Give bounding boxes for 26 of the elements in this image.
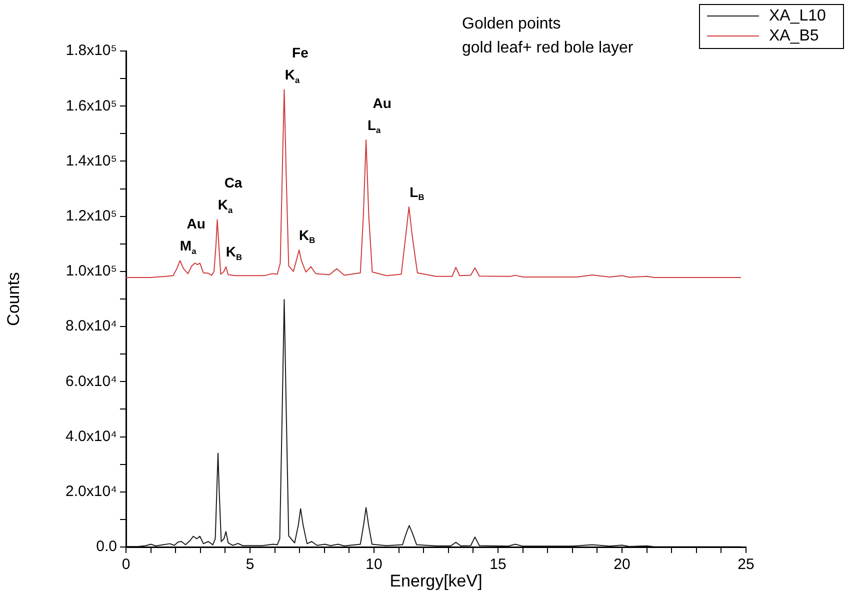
y-tick-label: 1.6x10⁵	[66, 97, 117, 114]
y-tick-label: 0.0	[96, 538, 117, 556]
y-tick-label: 1.8x10⁵	[66, 42, 117, 60]
y-tick-label: 1.0x10⁵	[66, 262, 117, 280]
y-tick-label: 4.0x10⁴	[66, 428, 117, 445]
x-axis-title: Energy[keV]	[390, 571, 482, 590]
y-tick-label: 2.0x10⁴	[66, 483, 117, 500]
annotation: Au	[372, 94, 392, 111]
y-tick-label: 6.0x10⁴	[66, 372, 117, 390]
y-tick-label: 1.2x10⁵	[66, 207, 117, 224]
legend-label: XA_B5	[769, 27, 819, 44]
chart-title: Golden points	[462, 15, 561, 32]
annotation: Au	[186, 216, 206, 232]
legend-label: XA_L10	[769, 7, 826, 24]
y-tick-label: 8.0x10⁴	[66, 318, 117, 335]
chart-subtitle: gold leaf+ red bole layer	[462, 39, 634, 56]
y-axis-title: Counts	[4, 272, 23, 326]
y-tick-label: 1.4x10⁵	[66, 152, 117, 170]
x-tick-label: 10	[366, 556, 382, 574]
x-tick-label: 25	[738, 556, 754, 574]
annotation: Fe	[292, 44, 309, 60]
x-tick-label: 20	[614, 556, 630, 574]
annotation: Ca	[224, 174, 242, 190]
x-tick-label: 15	[490, 556, 506, 574]
x-tick-label: 5	[246, 556, 254, 574]
x-tick-label: 0	[122, 556, 130, 574]
